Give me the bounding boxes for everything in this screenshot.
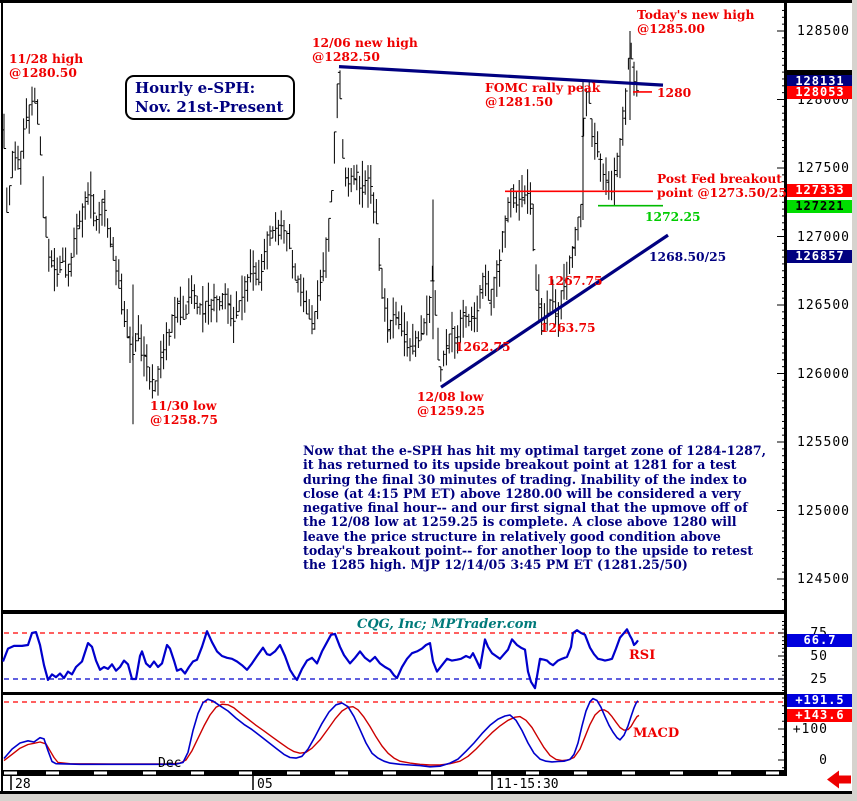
last-trade-marker — [787, 70, 853, 75]
price-scale-label: 126000 — [797, 366, 850, 382]
price-callout: 128131 — [787, 75, 853, 89]
day-separator-dash — [431, 771, 444, 775]
annotation-1280: 1280 — [657, 85, 692, 100]
scroll-left-arrow-icon[interactable] — [827, 770, 851, 789]
macd-scale-label: +100 — [792, 722, 828, 737]
price-callout: 126857 — [787, 249, 853, 263]
x-axis-label: 28 — [15, 777, 31, 792]
day-separator-dash — [191, 771, 204, 775]
price-callout: 128053 — [787, 85, 853, 99]
top-border — [0, 0, 852, 3]
macd-indicator-label: MACD — [633, 726, 680, 741]
price-callout: 127333 — [787, 184, 853, 198]
annotation-1267-75: 1267.75 — [547, 273, 603, 288]
day-separator-dash — [526, 771, 539, 775]
annotation-1128-high: 11/28 high @1280.50 — [9, 51, 84, 80]
title-box: Hourly e-SPH: Nov. 21st-Present — [125, 75, 295, 120]
annotation-1262-75: 1262.75 — [455, 339, 511, 354]
day-separator-dash — [383, 771, 396, 775]
watermark: CQG, Inc; MPTrader.com — [357, 617, 538, 632]
main-rsi-separator — [1, 610, 785, 614]
price-scale-label: 127000 — [797, 229, 850, 245]
right-edge — [852, 0, 857, 801]
day-separator-dash — [4, 771, 17, 775]
x-axis-label: 05 — [257, 777, 273, 792]
day-separator-dash — [287, 771, 300, 775]
day-separator-dash — [94, 771, 107, 775]
price-callout: 127221 — [787, 199, 853, 213]
macd-line — [3, 697, 639, 768]
chart-title: Hourly e-SPH: Nov. 21st-Present — [135, 79, 284, 116]
x-axis-label: 11-15:30 — [496, 777, 559, 792]
macd-value-callout: +143.6 — [787, 708, 853, 722]
bottom-border — [0, 791, 852, 794]
day-separator-dash — [478, 771, 491, 775]
annotation-1272-25: 1272.25 — [645, 209, 701, 224]
commentary-text: Now that the e-SPH has hit my optimal ta… — [303, 443, 767, 573]
price-scale-label: 125000 — [797, 503, 850, 519]
rsi-value-callout: 66.7 — [787, 634, 853, 648]
day-separator-dash — [670, 771, 683, 775]
day-separator-dash — [335, 771, 348, 775]
annotation-post-fed: Post Fed breakout point @1273.50/25 — [657, 171, 787, 200]
day-separator-dash — [46, 771, 59, 775]
left-border — [1, 2, 3, 794]
annotation-1130-low: 11/30 low @1258.75 — [150, 398, 218, 427]
annotation-1208-low: 12/08 low @1259.25 — [417, 389, 485, 418]
macd-signal-line — [3, 703, 640, 766]
macd-scale-label: 0 — [819, 753, 828, 768]
day-separator-dash — [622, 771, 635, 775]
annotation-todays-new-high: Today's new high @1285.00 — [637, 7, 755, 36]
price-scale-label: 126500 — [797, 298, 850, 313]
trendline-rising-support — [440, 233, 669, 389]
day-separator-dash — [574, 771, 587, 775]
price-bars — [1, 42, 639, 399]
price-scale-label: 128500 — [797, 24, 850, 39]
annotation-1268-50: 1268.50/25 — [649, 249, 727, 264]
day-separator-dash — [239, 771, 252, 775]
annotation-1206-new-high: 12/06 new high @1282.50 — [312, 35, 418, 64]
trendline-declining-resistance — [338, 65, 664, 87]
macd-value-callout: +191.5 — [787, 694, 853, 708]
rsi-scale-label: 50 — [810, 649, 828, 664]
day-separator-dash — [718, 771, 731, 775]
annotation-fomc-peak: FOMC rally peak @1281.50 — [485, 80, 601, 109]
rsi-line — [1, 628, 639, 690]
x-axis-label: Dec — [158, 756, 182, 771]
rsi-indicator-label: RSI — [629, 648, 656, 663]
scale-divider — [784, 2, 787, 776]
price-scale-label: 125500 — [797, 435, 850, 450]
day-separator-dash — [143, 771, 156, 775]
price-scale-label: 124500 — [797, 572, 850, 587]
price-scale-label: 127500 — [797, 161, 850, 176]
annotation-1263-75: 1263.75 — [540, 320, 596, 335]
bottom-edge — [0, 794, 857, 801]
rsi-scale-label: 25 — [810, 672, 828, 687]
day-separator-dash — [766, 771, 779, 775]
rsi-macd-separator — [1, 692, 785, 695]
